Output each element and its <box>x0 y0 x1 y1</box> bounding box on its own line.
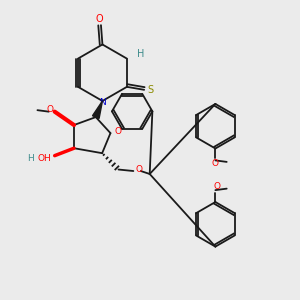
Text: O: O <box>212 160 219 169</box>
Text: O: O <box>46 105 53 114</box>
Polygon shape <box>92 101 102 118</box>
Text: H: H <box>27 154 33 163</box>
Text: H: H <box>136 49 144 59</box>
Text: O: O <box>136 165 143 174</box>
Text: OH: OH <box>38 154 51 163</box>
Text: O: O <box>114 127 122 136</box>
Text: O: O <box>213 182 220 191</box>
Text: O: O <box>96 14 103 24</box>
Text: S: S <box>148 85 154 95</box>
Text: N: N <box>99 98 106 107</box>
